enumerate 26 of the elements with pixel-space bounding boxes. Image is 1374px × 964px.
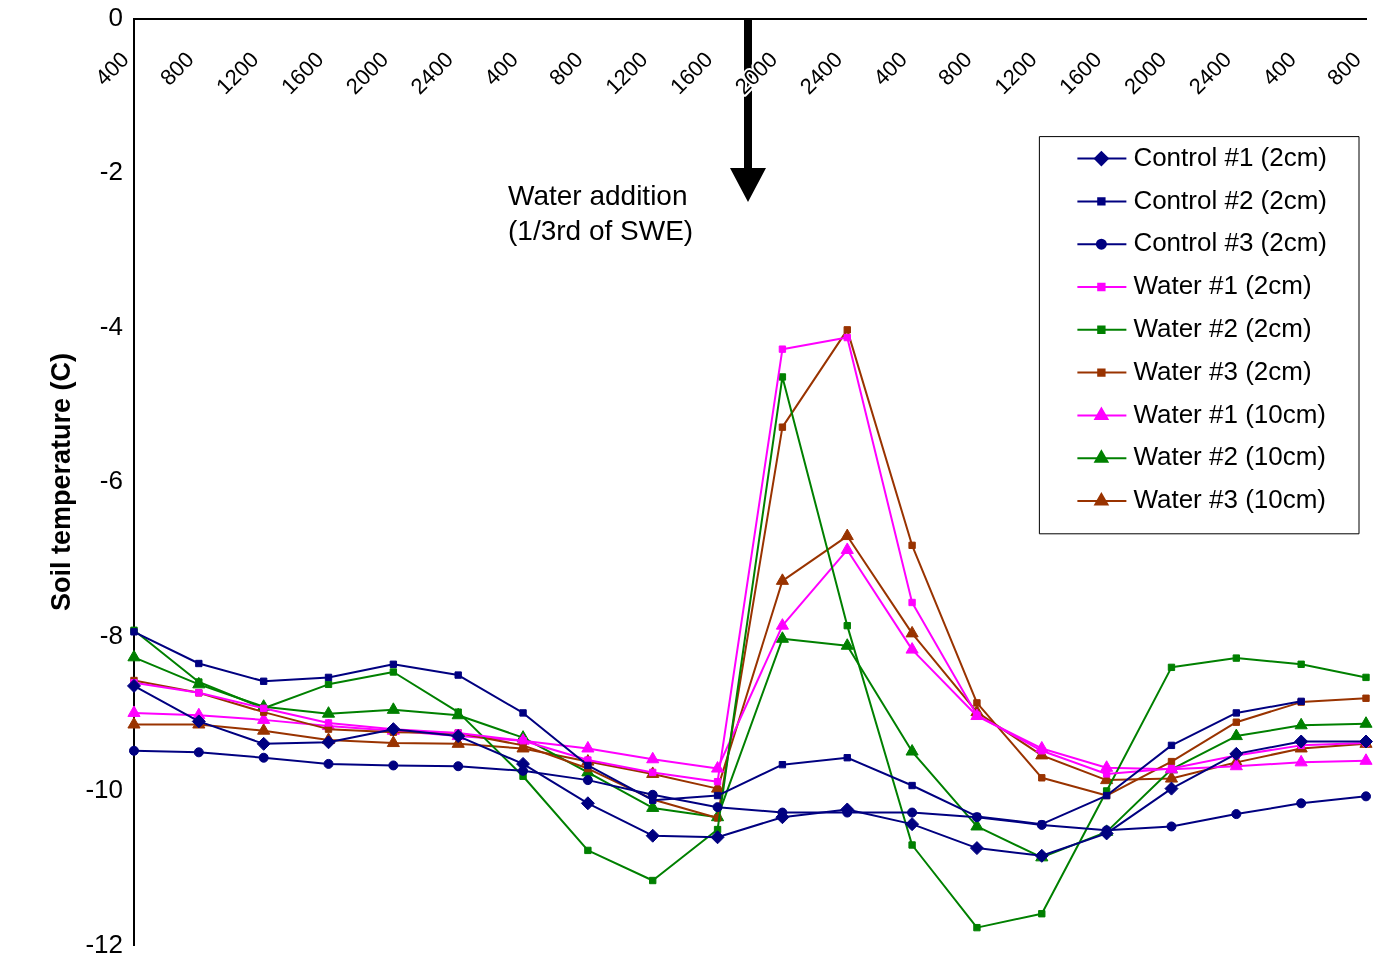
- y-tick-label: -2: [99, 156, 123, 187]
- x-tick-label: 800: [933, 46, 977, 91]
- x-tick-label: 800: [155, 46, 199, 91]
- x-tick-label: 400: [1257, 46, 1301, 91]
- x-tick-label: 800: [544, 46, 588, 91]
- x-tick-label: 400: [90, 46, 134, 91]
- y-tick-label: -8: [99, 619, 123, 650]
- y-axis-title: Soil temperature (C): [45, 352, 76, 612]
- y-tick-label: -12: [85, 928, 123, 959]
- annotation: Water addition (1/3rd of SWE): [508, 179, 695, 248]
- y-tick-label: -10: [85, 774, 123, 805]
- legend-label: Water #2 (2cm): [1133, 312, 1312, 343]
- x-tick-label: 800: [1322, 46, 1366, 91]
- legend-label: Control #3 (2cm): [1133, 227, 1328, 258]
- legend-label: Control #2 (2cm): [1133, 184, 1328, 215]
- legend-label: Water #3 (2cm): [1133, 355, 1312, 386]
- legend-label: Water #2 (10cm): [1133, 441, 1327, 472]
- legend-label: Water #3 (10cm): [1133, 484, 1327, 515]
- x-tick-label: 400: [479, 46, 523, 91]
- y-tick-label: 0: [108, 1, 123, 32]
- y-tick-label: -4: [99, 310, 123, 341]
- x-tick-label: 400: [868, 46, 912, 91]
- y-tick-label: -6: [99, 465, 123, 496]
- legend-label: Water #1 (10cm): [1133, 398, 1327, 429]
- legend-label: Control #1 (2cm): [1133, 141, 1328, 172]
- legend-label: Water #1 (2cm): [1133, 270, 1312, 301]
